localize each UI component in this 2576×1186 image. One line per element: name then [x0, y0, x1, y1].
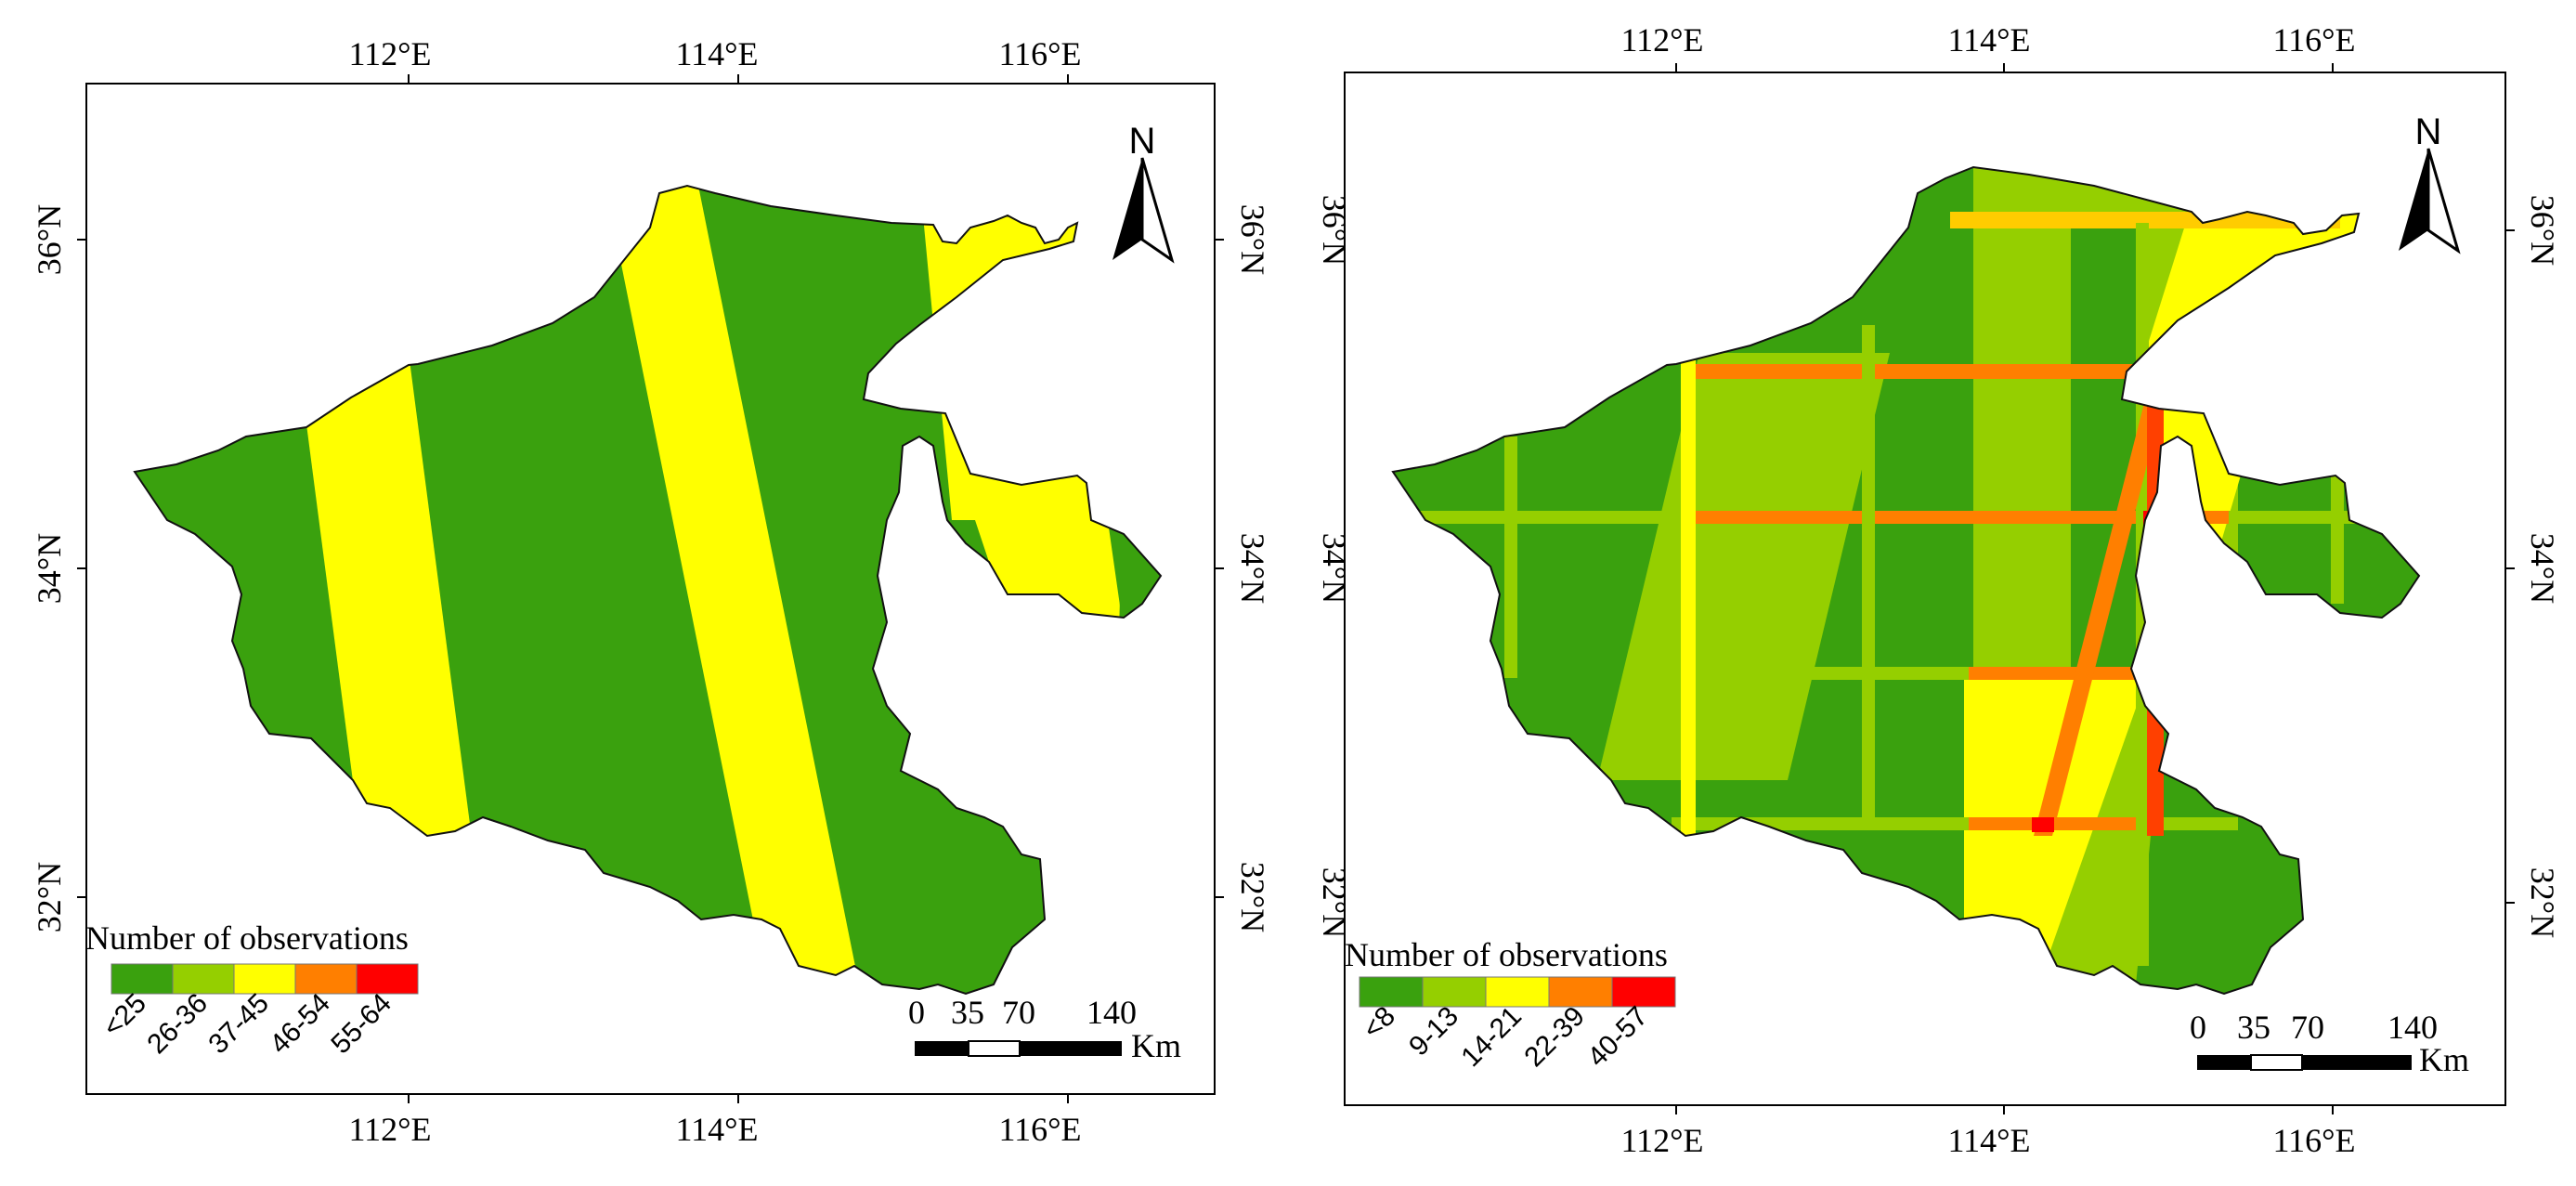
legend-swatches-left	[111, 963, 419, 995]
scale-seg-3	[1020, 1041, 1122, 1056]
scale-tick-140: 140	[1086, 994, 1137, 1031]
lat-label-inner-2: 34°N	[1316, 533, 1353, 604]
legend: Number of observations <2526-3637-4546-5…	[85, 919, 419, 1061]
scale-seg-2	[2250, 1054, 2303, 1071]
legend-swatches-right	[1359, 976, 1676, 1008]
hotspot-3	[2032, 817, 2054, 832]
lightgreen-swath-1	[1597, 353, 1890, 780]
lat-label-left-1: 36°N	[31, 204, 68, 275]
legend-swatch	[294, 963, 358, 995]
strip-v5	[2331, 464, 2344, 604]
legend: Number of observations <8 9-1314-2122-394…	[1345, 936, 1676, 1074]
map-panel-left: 112°E 114°E 116°E 112°E 114°E 116°E 36°N…	[31, 35, 1271, 1148]
scale-seg-1	[2197, 1055, 2251, 1070]
legend-label: 37-45	[202, 988, 275, 1061]
map-frame	[85, 83, 1216, 1095]
legend-swatch	[1422, 976, 1487, 1008]
legend-swatch	[1611, 976, 1676, 1008]
legend-label: 22-39	[1518, 1001, 1591, 1074]
lat-label-inner-1: 36°N	[1316, 195, 1353, 266]
lat-label-right-1: 36°N	[2524, 195, 2561, 266]
north-arrow-icon: N	[1112, 121, 1175, 264]
legend-title: Number of observations	[1345, 936, 1668, 973]
lon-label-bottom-1: 112°E	[1620, 1122, 1703, 1159]
legend-label: 14-21	[1455, 1001, 1528, 1074]
scale-tick-35: 35	[951, 994, 984, 1031]
lon-label-top-3: 116°E	[2272, 21, 2355, 59]
hotspot-2	[2143, 665, 2166, 680]
scale-bar: 0 35 70 140 Km	[908, 994, 1181, 1064]
legend-label: 46-54	[264, 988, 336, 1061]
lat-label-right-3: 32°N	[2524, 867, 2561, 938]
lon-ticks-top	[77, 74, 1224, 1103]
strip-v3	[1862, 325, 1875, 817]
north-arrow-icon: N	[2399, 111, 2461, 254]
map-frame	[1344, 72, 2506, 1106]
legend-label: 55-64	[325, 988, 397, 1061]
scale-tick-35: 35	[2237, 1009, 2270, 1046]
legend-label: 9-13	[1403, 1001, 1464, 1062]
legend-label: 40-57	[1581, 1001, 1654, 1074]
lon-label-top-2: 114°E	[1947, 21, 2030, 59]
strip-h4-orange	[1969, 667, 2229, 680]
legend-label: 26-36	[141, 988, 214, 1061]
lon-label-bottom-1: 112°E	[348, 1111, 431, 1148]
lat-label-left-3: 32°N	[31, 862, 68, 932]
lat-label-right-3: 32°N	[1234, 862, 1271, 932]
strip-h3-orange	[1690, 511, 2229, 524]
scale-unit: Km	[2419, 1041, 2469, 1078]
lat-label-right-2: 34°N	[2524, 533, 2561, 604]
lat-label-right-2: 34°N	[1234, 533, 1271, 604]
legend-swatch	[172, 963, 235, 995]
strip-h2	[1685, 364, 2187, 379]
lon-label-bottom-3: 116°E	[998, 1111, 1081, 1148]
strip-h4	[1685, 667, 2233, 680]
ticks-right-map	[1675, 63, 2515, 1114]
scale-seg-3	[2302, 1055, 2412, 1070]
legend-label: <8	[1357, 1001, 1401, 1046]
lon-label-top-2: 114°E	[675, 35, 758, 72]
legend-title: Number of observations	[85, 919, 409, 957]
strip-v4	[2136, 223, 2149, 966]
lon-label-bottom-3: 116°E	[2272, 1122, 2355, 1159]
lon-label-bottom-2: 114°E	[1947, 1122, 2030, 1159]
legend-swatch	[1548, 976, 1613, 1008]
north-label: N	[1129, 121, 1156, 162]
lat-label-inner-3: 32°N	[1316, 867, 1353, 938]
scale-tick-140: 140	[2387, 1009, 2438, 1046]
north-label: N	[2415, 111, 2442, 152]
lon-label-bottom-2: 114°E	[675, 1111, 758, 1148]
lon-label-top-3: 116°E	[998, 35, 1081, 72]
scale-bar: 0 35 70 140 Km	[2190, 1009, 2469, 1078]
strip-v1	[1504, 437, 1517, 678]
legend-swatch	[356, 963, 419, 995]
scale-seg-1	[915, 1041, 969, 1056]
legend-swatch	[233, 963, 296, 995]
map-panel-right: 112°E 114°E 116°E 112°E 114°E 116°E 36°N…	[1316, 21, 2561, 1159]
strip-vertical-orange	[2147, 399, 2164, 836]
strip-h1	[1950, 212, 2340, 228]
lon-label-top-1: 112°E	[348, 35, 431, 72]
lat-label-right-1: 36°N	[1234, 204, 1271, 275]
lon-label-top-1: 112°E	[1620, 21, 1703, 59]
strip-v2	[1681, 353, 1696, 836]
scale-tick-0: 0	[2190, 1009, 2206, 1046]
legend-swatch	[111, 963, 174, 995]
lat-label-left-2: 34°N	[31, 533, 68, 604]
yellow-swath-2	[604, 186, 868, 994]
scale-unit: Km	[1131, 1027, 1181, 1064]
legend-swatch	[1485, 976, 1550, 1008]
scale-tick-0: 0	[908, 994, 925, 1031]
scale-tick-70: 70	[2291, 1009, 2324, 1046]
scale-seg-2	[968, 1040, 1021, 1057]
legend-swatch	[1359, 976, 1424, 1008]
scale-tick-70: 70	[1002, 994, 1035, 1031]
strip-diagonal-orange	[2034, 399, 2164, 836]
strip-h5-orange	[1969, 817, 2154, 830]
